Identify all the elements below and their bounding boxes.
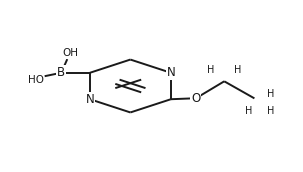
Text: N: N: [167, 66, 175, 79]
Text: H: H: [234, 65, 241, 75]
Text: H: H: [267, 106, 275, 116]
Text: B: B: [57, 66, 65, 79]
Text: N: N: [85, 93, 94, 106]
Text: H: H: [207, 65, 215, 75]
Text: OH: OH: [62, 48, 78, 58]
Text: HO: HO: [28, 76, 44, 85]
Text: H: H: [245, 106, 252, 116]
Text: H: H: [267, 89, 275, 99]
Text: O: O: [191, 92, 200, 105]
